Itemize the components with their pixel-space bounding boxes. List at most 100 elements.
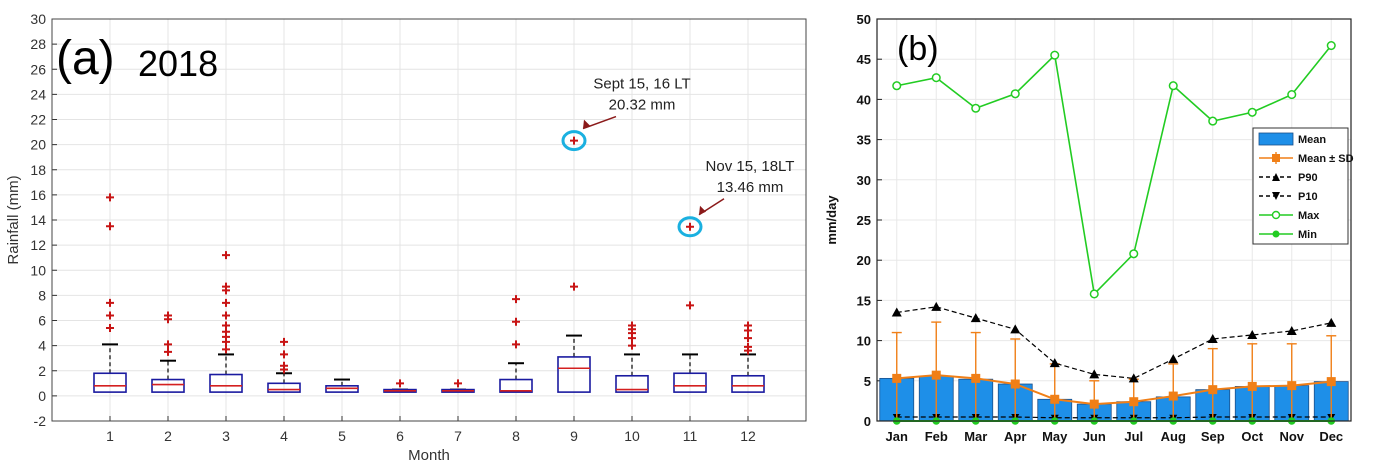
p90-marker [891, 307, 902, 317]
highlight-circle [561, 130, 587, 152]
chart-title: 2018 [138, 43, 218, 84]
y-tick-label: 5 [864, 374, 871, 389]
max-marker [1168, 81, 1178, 91]
y-tick-label: 8 [38, 287, 46, 303]
max-marker [1129, 249, 1139, 259]
y-tick-label: -2 [34, 413, 47, 429]
x-tick-label: Feb [925, 429, 948, 444]
legend-swatch-marker [1272, 230, 1280, 238]
y-tick-label: 18 [30, 162, 46, 178]
x-tick-label: 7 [454, 428, 462, 444]
outlier-marker [222, 311, 230, 320]
legend-label: P10 [1298, 191, 1318, 203]
outlier-marker [106, 324, 114, 333]
x-tick-label: Jan [886, 429, 908, 444]
max-marker [1247, 107, 1257, 117]
p90-line [896, 306, 1332, 380]
mean-sd-line [896, 374, 1332, 406]
mean-sd-marker [931, 370, 941, 380]
outlier-marker [222, 282, 230, 291]
outlier-marker [222, 298, 230, 307]
y-tick-label: 10 [857, 334, 871, 349]
outlier-marker [106, 298, 114, 307]
p90-marker [1128, 373, 1139, 383]
annotation-line2: 20.32 mm [609, 97, 676, 114]
monthly-stats-chart: 0 5 10 15 20 25 30 35 40 45 50 Jan Feb Mar Apr May Jun Ju… [824, 12, 1354, 444]
y-tick-label: 45 [857, 52, 871, 67]
legend-swatch-marker [1272, 154, 1280, 162]
y-axis-label: mm/day [824, 195, 839, 245]
y-tick-label: 6 [38, 313, 46, 329]
x-tick-label: 10 [624, 428, 640, 444]
outlier-marker [628, 341, 636, 350]
outlier-marker [570, 136, 578, 145]
max-marker [1326, 40, 1336, 51]
legend-label: Max [1298, 210, 1320, 222]
y-tick-label: 14 [30, 212, 46, 228]
outlier-marker [106, 222, 114, 231]
box [731, 374, 765, 393]
y-tick-label: 50 [857, 12, 871, 27]
legend-label: P90 [1298, 172, 1318, 184]
outlier-marker [744, 321, 752, 330]
plot-frame [51, 18, 807, 422]
p90-marker [1247, 329, 1258, 339]
legend: Mean Mean ± SD P90 P10 Max Min [1252, 127, 1354, 245]
p90-marker [1286, 325, 1297, 335]
mean-sd-marker [1208, 385, 1218, 395]
p10-line [896, 416, 1332, 419]
x-tick-label: 5 [338, 428, 346, 444]
y-tick-label: 12 [30, 237, 46, 253]
y-tick-label: 24 [30, 86, 46, 102]
y-tick-label: 16 [30, 187, 46, 203]
x-tick-label: Sep [1201, 429, 1225, 444]
legend-label: Min [1298, 229, 1317, 241]
legend-label: Mean [1298, 134, 1326, 146]
x-tick-label: Jul [1124, 429, 1143, 444]
box [267, 382, 301, 393]
outlier-marker [280, 361, 288, 370]
y-tick-label: 20 [30, 137, 46, 153]
x-tick-label: Mar [964, 429, 987, 444]
y-tick-label: 0 [38, 388, 46, 404]
annotation-line1: Sept 15, 16 LT [593, 76, 690, 93]
mean-sd-marker [971, 373, 981, 383]
outlier-marker [222, 321, 230, 330]
outlier-marker [222, 345, 230, 354]
outlier-marker [512, 340, 520, 349]
legend-swatch [1258, 132, 1294, 146]
x-tick-label: 6 [396, 428, 404, 444]
mean-sd-marker [1168, 391, 1178, 401]
x-tick-label: 8 [512, 428, 520, 444]
annotation-line2: 13.46 mm [717, 179, 784, 196]
max-line [896, 45, 1332, 296]
outlier-marker [512, 295, 520, 304]
y-tick-label: 4 [38, 338, 46, 354]
y-tick-label: 22 [30, 112, 46, 128]
max-marker [971, 103, 981, 113]
annotation-arrowhead [583, 119, 590, 129]
box [93, 372, 127, 393]
x-tick-label: Dec [1319, 429, 1343, 444]
outlier-marker [744, 334, 752, 343]
y-tick-label: 30 [857, 173, 871, 188]
outlier-marker [686, 222, 694, 231]
outlier-marker [106, 193, 114, 202]
mean-sd-marker [1089, 399, 1099, 409]
y-tick-label: 20 [857, 253, 871, 268]
outlier-marker [164, 340, 172, 349]
p90-marker [1010, 324, 1021, 334]
p90-marker [1049, 358, 1060, 368]
outlier-marker [512, 317, 520, 326]
p90-marker [1168, 354, 1179, 364]
panel-label: (a) [56, 32, 115, 85]
y-tick-label: 30 [30, 11, 46, 27]
annotation-arrowhead [699, 205, 706, 215]
box [499, 378, 533, 393]
p90-marker [931, 301, 942, 311]
x-tick-label: Aug [1161, 429, 1186, 444]
x-tick-label: 9 [570, 428, 578, 444]
p90-marker [1326, 317, 1337, 327]
mean-sd-marker [1287, 381, 1297, 391]
